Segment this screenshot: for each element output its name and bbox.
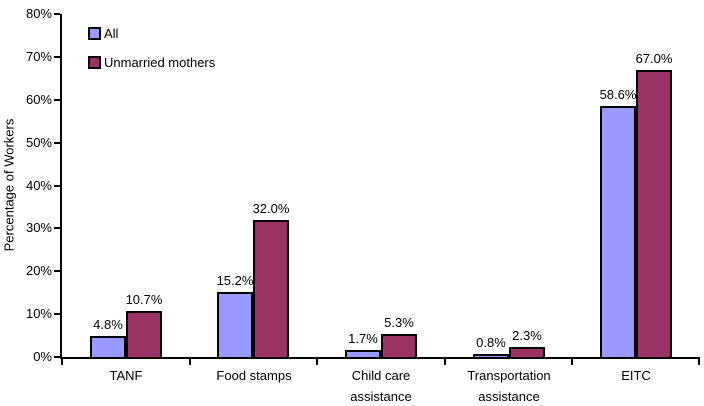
data-label: 1.7% [348,331,378,346]
x-axis-tick [571,359,573,365]
y-axis-tick-label: 40% [25,178,52,193]
bar-all-4 [473,354,509,357]
category-label: EITC [621,368,651,383]
bar-unmarried-mothers-3 [381,334,417,357]
y-axis-tick-label: 60% [25,92,52,107]
y-axis-tick-label: 80% [25,6,52,21]
bar-all-5 [600,106,636,357]
legend-label-unmarried-mothers: Unmarried mothers [104,54,216,70]
legend-item-unmarried-mothers: Unmarried mothers [88,51,215,73]
data-label: 2.3% [512,328,542,343]
y-axis-tick-label: 70% [25,49,52,64]
data-label: 10.7% [125,292,163,307]
bar-all-2 [217,292,253,357]
legend-item-all: All [88,22,215,44]
legend-label-all: All [104,25,119,41]
data-label: 15.2% [216,273,254,288]
data-label: 5.3% [384,315,414,330]
x-axis-tick [698,359,700,365]
data-label: 0.8% [476,335,506,350]
x-axis-tick [444,359,446,365]
y-axis-tick-label: 10% [25,306,52,321]
y-axis-tick [54,270,60,272]
data-label: 4.8% [93,317,123,332]
data-label: 67.0% [635,51,673,66]
bar-unmarried-mothers-1 [126,311,162,357]
category-label: Food stamps [216,368,292,383]
legend: All Unmarried mothers [88,22,215,80]
legend-swatch-unmarried-mothers [88,55,101,69]
bar-unmarried-mothers-2 [253,220,289,357]
y-axis-tick [54,13,60,15]
y-axis-tick [54,185,60,187]
x-axis-tick [61,359,63,365]
x-axis-tick [316,359,318,365]
bar-unmarried-mothers-5 [636,70,672,357]
plot-area: All Unmarried mothers 0% 10% 20% 30% 40% 50% 6… [26,6,700,404]
category-label: Child care assistance [350,368,412,404]
y-axis-tick-label: 30% [25,220,52,235]
data-label: 58.6% [599,87,637,102]
y-axis-tick [54,356,60,358]
y-axis-tick-label: 0% [33,349,52,364]
bar-all-3 [345,350,381,357]
legend-swatch-all [88,26,101,40]
y-axis-tick-label: 50% [25,135,52,150]
y-axis-tick [54,142,60,144]
y-axis-tick [54,227,60,229]
bar-unmarried-mothers-4 [509,347,545,357]
x-axis-tick [189,359,191,365]
data-label: 32.0% [252,201,290,216]
y-axis-tick [54,56,60,58]
y-axis-tick [54,313,60,315]
bar-all-1 [90,336,126,357]
category-label: Transportation assistance [467,368,551,404]
y-axis-tick [54,99,60,101]
category-label: TANF [109,368,143,383]
y-axis-tick-label: 20% [25,263,52,278]
